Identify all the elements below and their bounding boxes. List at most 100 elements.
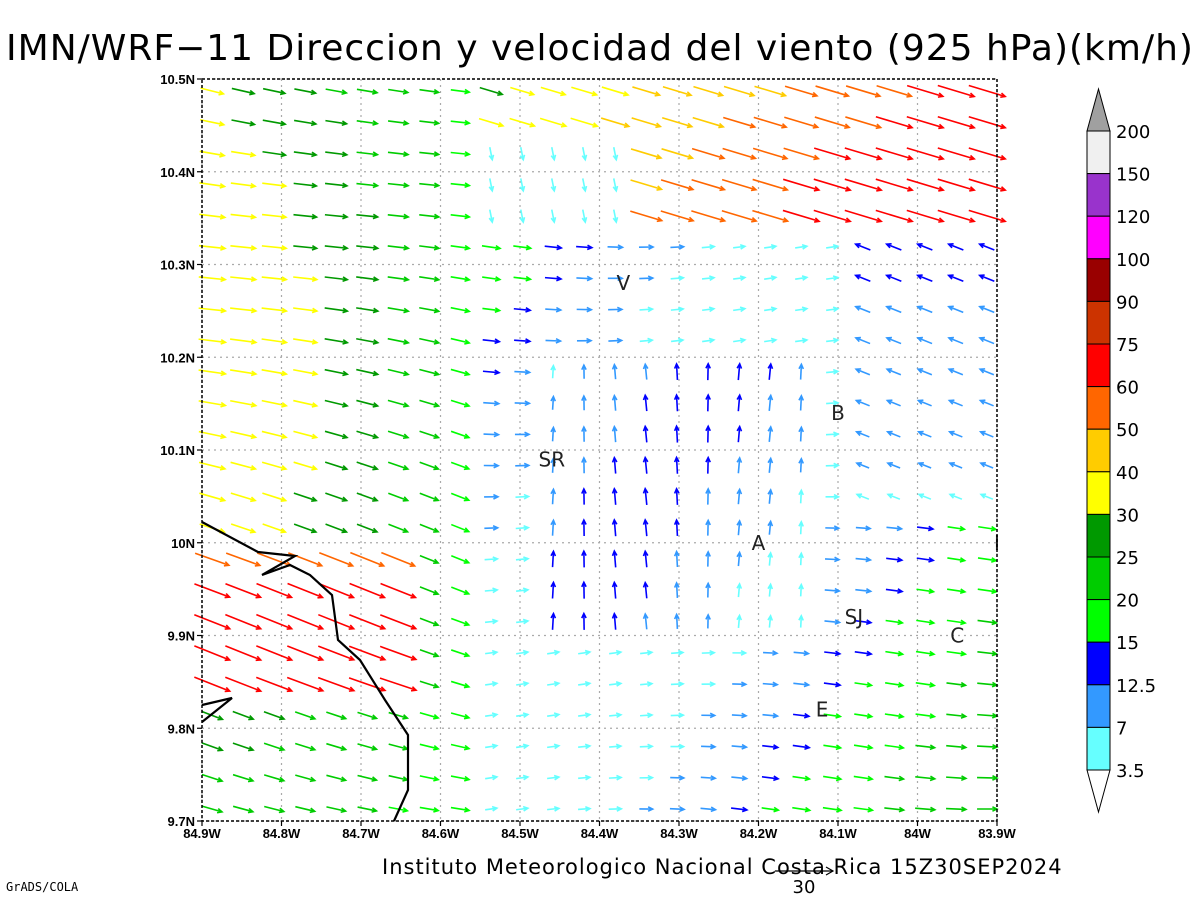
wind-arrow — [519, 209, 526, 224]
wind-arrow — [550, 487, 557, 505]
wind-arrow — [670, 681, 685, 687]
wind-arrow — [732, 681, 748, 688]
wind-arrow — [516, 681, 530, 687]
colorbar-segment — [1086, 726, 1111, 771]
wind-arrow — [705, 424, 711, 443]
wind-arrow — [450, 337, 471, 345]
wind-arrow — [906, 147, 945, 161]
wind-arrow — [231, 87, 256, 96]
wind-arrow — [639, 275, 655, 282]
wind-arrow — [979, 493, 994, 500]
wind-arrow — [194, 645, 232, 662]
coastline-main — [201, 521, 410, 822]
wind-arrow — [762, 744, 780, 750]
wind-arrow — [767, 456, 774, 473]
wind-arrow — [853, 274, 871, 282]
wind-arrow — [917, 493, 932, 500]
wind-arrow — [232, 805, 255, 814]
wind-arrow — [736, 424, 743, 443]
wind-arrow — [485, 805, 499, 812]
wind-arrow — [642, 455, 649, 474]
wind-arrow — [611, 518, 618, 537]
wind-arrow — [356, 430, 380, 440]
wind-arrow — [798, 613, 804, 628]
wind-arrow — [611, 455, 618, 474]
wind-arrow — [979, 462, 994, 469]
software-credit: GrADS/COLA — [6, 880, 79, 894]
wind-arrow — [387, 430, 410, 440]
wind-arrow — [642, 580, 649, 599]
wind-arrow — [798, 520, 804, 535]
wind-arrow — [693, 85, 725, 97]
wind-arrow — [977, 242, 995, 251]
wind-arrow — [701, 712, 717, 719]
wind-arrow — [813, 209, 852, 223]
x-tick-label: 84.3W — [660, 826, 698, 841]
wind-arrow — [576, 337, 593, 344]
wind-arrow — [387, 213, 411, 220]
colorbar-segment — [1086, 513, 1111, 558]
colorbar-segment — [1086, 386, 1111, 430]
wind-arrow — [194, 613, 232, 630]
wind-arrow — [844, 178, 883, 192]
x-tick-label: 84.6W — [422, 826, 460, 841]
y-tick-label: 9.7N — [168, 814, 195, 829]
wind-arrow — [349, 582, 387, 599]
wind-arrow — [514, 400, 532, 407]
wind-arrow — [977, 650, 999, 657]
wind-arrow — [946, 681, 968, 688]
wind-arrow — [824, 650, 842, 657]
colorbar-segment — [1086, 258, 1111, 302]
wind-arrow — [946, 274, 964, 282]
colorbar-bottom-cap — [1086, 769, 1111, 814]
wind-arrow — [915, 242, 933, 251]
wind-arrow — [450, 399, 471, 408]
wind-arrow — [419, 554, 440, 565]
wind-arrow — [767, 425, 774, 442]
wind-arrow — [261, 461, 288, 471]
wind-arrow — [937, 115, 976, 130]
wind-arrow — [356, 337, 380, 345]
y-tick-label: 10.2N — [160, 350, 195, 365]
wind-arrow — [937, 147, 976, 161]
wind-arrow — [826, 243, 840, 250]
wind-arrow — [845, 116, 883, 130]
city-label: I — [994, 531, 1000, 555]
wind-arrow — [946, 650, 968, 657]
x-tick-label: 84.7W — [342, 826, 380, 841]
wind-arrow — [387, 337, 411, 345]
wind-arrow — [736, 393, 743, 412]
wind-arrow — [916, 336, 933, 345]
wind-arrow — [451, 586, 471, 596]
wind-arrow — [906, 115, 945, 130]
colorbar-segment — [1086, 556, 1111, 601]
wind-arrow — [673, 393, 680, 412]
wind-arrow — [581, 147, 588, 162]
wind-arrow — [854, 619, 873, 626]
wind-arrow — [611, 362, 618, 380]
wind-arrow — [639, 337, 655, 344]
wind-arrow — [387, 276, 411, 283]
wind-arrow — [356, 182, 380, 189]
wind-arrow — [731, 743, 749, 750]
city-label: A — [752, 531, 766, 555]
wind-arrow — [262, 87, 287, 96]
wind-arrow — [516, 743, 530, 750]
wind-arrow — [670, 712, 686, 719]
colorbar-segment — [1086, 300, 1111, 345]
wind-arrow — [488, 147, 495, 162]
wind-arrow — [853, 775, 875, 782]
wind-arrow — [198, 461, 227, 471]
wind-arrow — [199, 150, 226, 158]
wind-arrow — [326, 742, 348, 752]
wind-arrow — [977, 806, 999, 812]
wind-arrow — [733, 275, 747, 281]
wind-arrow — [915, 806, 937, 813]
axis-tick-labels: 84.9W 84.8W 84.7W 84.6W 84.5W 84.4W 84.3W 84.2W… — [160, 72, 1016, 841]
wind-arrow — [611, 486, 618, 505]
wind-arrow — [450, 461, 471, 471]
wind-arrow — [356, 399, 380, 408]
colorbar-segment — [1086, 130, 1111, 175]
wind-arrow — [916, 588, 936, 594]
wind-arrow — [875, 147, 914, 161]
